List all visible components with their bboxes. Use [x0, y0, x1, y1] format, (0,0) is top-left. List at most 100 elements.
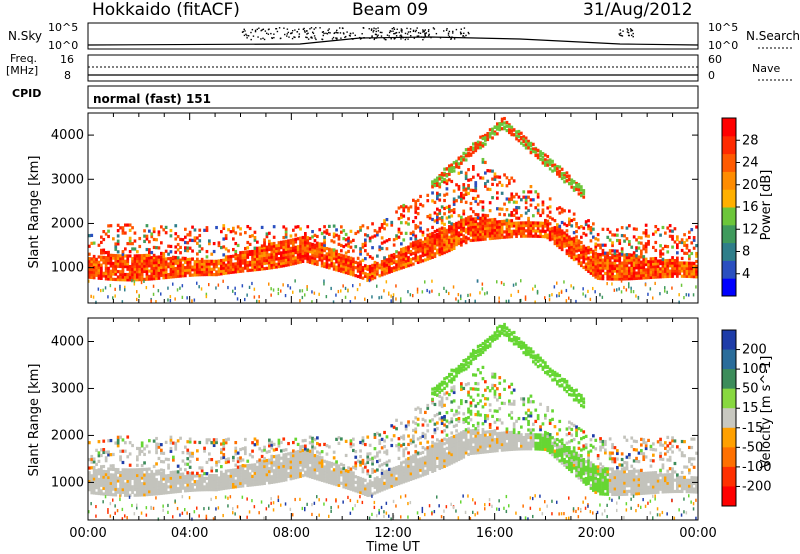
nsky-dot — [463, 27, 466, 29]
colorbar-segment — [722, 189, 736, 208]
freq-label-2: [MHz] — [6, 64, 39, 77]
nsky-dot — [443, 30, 445, 32]
nsky-dot — [377, 34, 379, 36]
nsky-dot — [459, 31, 462, 33]
nsky-dot — [343, 33, 345, 35]
nsky-dot — [424, 35, 426, 37]
nsky-dot — [383, 37, 385, 40]
nsky-dot — [433, 28, 436, 30]
nsky-dot — [439, 37, 442, 39]
colorbar-tick-label: 200 — [742, 343, 767, 358]
nsky-dot — [373, 27, 375, 29]
nsky-dot — [306, 36, 308, 39]
colorbar-segment — [722, 388, 736, 409]
nsky-dot — [322, 31, 325, 33]
nsky-dot — [400, 34, 402, 36]
nsky-dot — [393, 38, 396, 40]
nave-label: Nave — [752, 62, 781, 75]
nsky-dot — [298, 28, 300, 30]
nsky-dot — [349, 35, 351, 37]
colorbar-segment — [722, 153, 736, 172]
nsky-dot — [250, 31, 252, 34]
nsky-dot — [428, 29, 430, 31]
nsky-dot — [622, 30, 624, 32]
nsky-dot — [422, 36, 425, 38]
nsky-dot — [374, 33, 377, 36]
nsky-dot — [404, 32, 407, 35]
nsky-dot — [288, 36, 290, 38]
nsky-dot — [339, 32, 342, 34]
nsky-dot — [319, 27, 321, 29]
nsky-dot — [246, 37, 248, 39]
colorbar-segment — [722, 260, 736, 279]
nsky-dot — [327, 29, 329, 32]
nsky-dot — [361, 33, 363, 35]
nsky-dot — [424, 29, 427, 31]
nsky-dot — [398, 31, 400, 34]
nsky-dot — [379, 31, 382, 34]
nsky-dot — [262, 37, 264, 40]
nsky-dot — [374, 37, 376, 40]
nsky-dot — [250, 38, 252, 41]
colorbar-tick-label: 4 — [742, 267, 750, 282]
nsky-dot — [447, 32, 450, 34]
nsky-dot — [448, 30, 451, 33]
nsky-dot — [371, 36, 373, 38]
nsky-dot — [422, 38, 424, 41]
nsky-dot — [333, 32, 335, 35]
nsky-points — [241, 27, 634, 41]
nsky-dot — [390, 38, 392, 40]
nsky-dot — [445, 29, 448, 31]
nsky-dot — [425, 32, 428, 34]
nsky-dot — [312, 32, 315, 35]
nsky-dot — [400, 38, 402, 40]
x-tick-label: 12:00 — [374, 526, 411, 541]
power-x-ticks — [87, 113, 699, 303]
nsky-dot — [409, 31, 412, 33]
mode-text: normal (fast) 151 — [93, 92, 211, 106]
nsky-dot — [260, 38, 262, 40]
nsky-dot — [344, 36, 346, 39]
x-tick-label: 16:00 — [476, 526, 513, 541]
nsky-dot — [336, 37, 338, 39]
nsky-dot — [375, 30, 377, 33]
nsky-dot — [448, 35, 451, 38]
nsky-dot — [335, 31, 337, 33]
nsky-dot — [419, 32, 422, 35]
nsky-dot — [381, 31, 383, 34]
nsky-dot — [363, 37, 366, 39]
nsky-dot — [620, 34, 622, 37]
freq-strip — [87, 54, 792, 82]
nsky-dot — [322, 34, 324, 37]
nsky-dot — [352, 38, 354, 40]
y-tick-label: 3000 — [51, 172, 84, 187]
nsky-dot — [307, 38, 310, 40]
colorbar-tick-label: 8 — [742, 245, 750, 260]
nsky-dot — [321, 38, 323, 40]
y-tick-label: 2000 — [51, 216, 84, 231]
nsky-dot — [463, 36, 466, 38]
nsky-dot — [315, 27, 317, 29]
nsky-dot — [393, 28, 396, 31]
colorbar-tick-label: 20 — [742, 178, 759, 193]
nsky-dot — [263, 38, 266, 41]
nsky-dot — [416, 27, 418, 29]
nsky-dot — [412, 29, 415, 32]
nsky-dot — [294, 29, 296, 31]
colorbar-tick-label: -200 — [742, 479, 772, 494]
nsearch-label: N.Search — [746, 29, 800, 43]
nsky-dot — [450, 37, 453, 39]
nsky-dot — [341, 27, 344, 29]
nsky-dot — [423, 36, 425, 39]
nsky-dot — [245, 33, 247, 36]
nsky-dot — [404, 38, 407, 41]
nsky-dot — [254, 30, 257, 33]
freq-label-1: Freq. — [10, 52, 38, 65]
nsky-dot — [621, 35, 624, 37]
freq-bottom-tick: 8 — [64, 69, 71, 82]
colorbar-tick-label: 16 — [742, 200, 759, 215]
nsky-dot — [370, 28, 373, 30]
colorbar-segment — [722, 278, 736, 297]
nsky-dot — [267, 28, 270, 31]
colorbar-tick-label: 28 — [742, 133, 759, 148]
